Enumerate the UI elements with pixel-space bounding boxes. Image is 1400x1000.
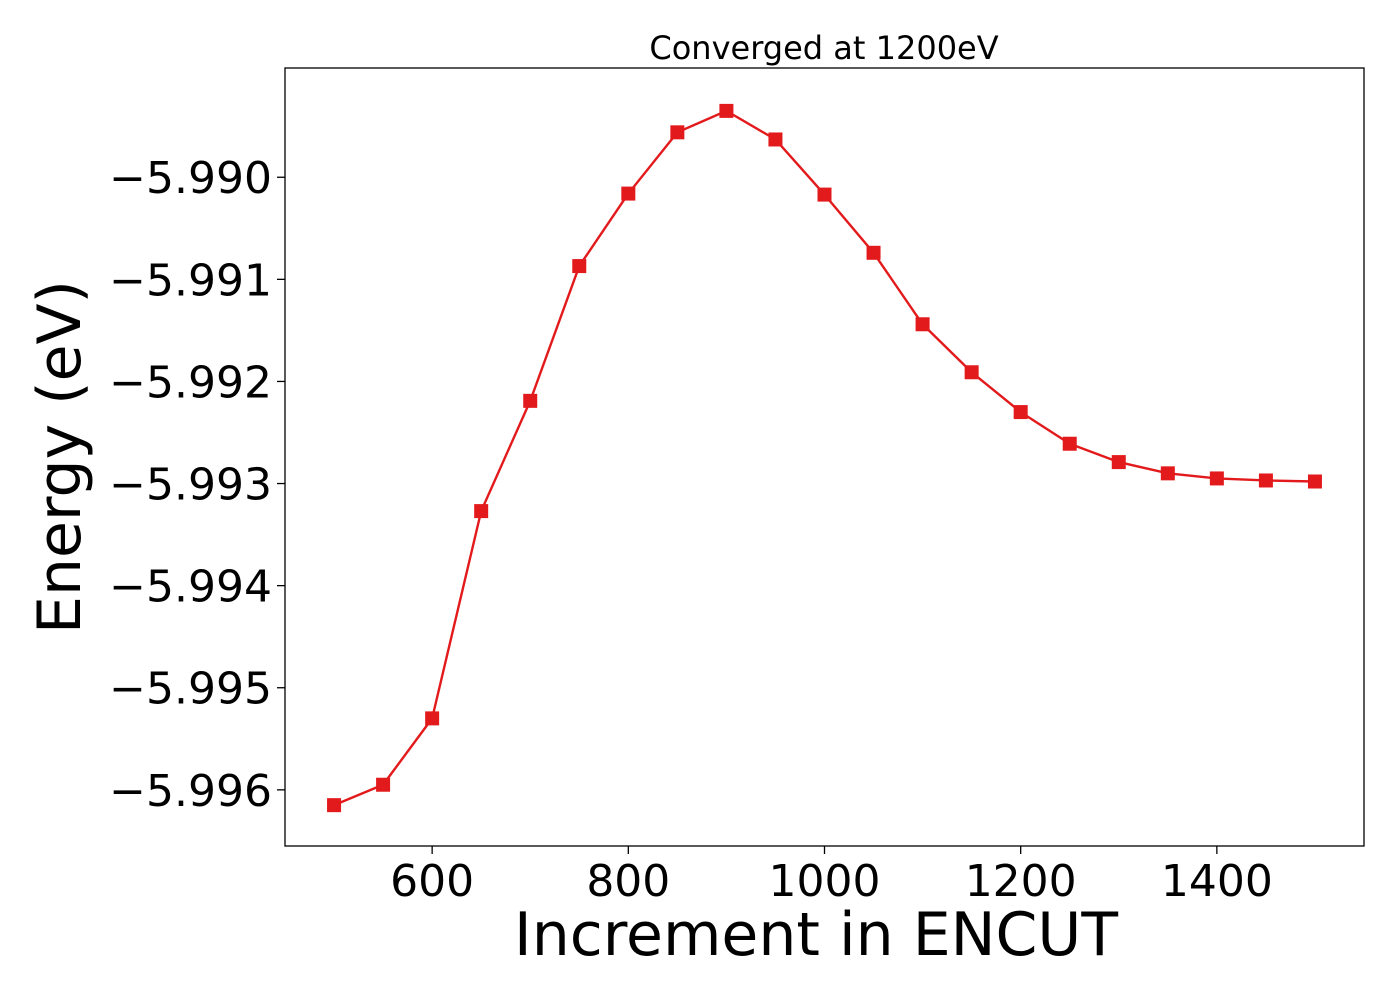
x-axis: 600 800 1000 1200 1400	[390, 846, 1273, 907]
y-tick-label: −5.996	[109, 766, 272, 817]
x-axis-label: Increment in ENCUT	[514, 900, 1118, 970]
data-point	[425, 711, 440, 726]
x-tick-label: 1400	[1161, 856, 1273, 907]
data-point	[327, 798, 342, 813]
data-point	[817, 187, 832, 202]
data-point	[474, 504, 489, 519]
data-point	[964, 365, 979, 380]
data-point	[719, 103, 734, 118]
y-tick-label: −5.992	[109, 357, 272, 408]
x-tick-label: 800	[586, 856, 670, 907]
data-point	[621, 186, 636, 201]
data-point	[866, 245, 881, 260]
series-line	[333, 109, 1315, 807]
y-tick-label: −5.990	[109, 153, 272, 204]
data-point	[376, 777, 391, 792]
data-point	[1258, 473, 1273, 488]
data-point	[1160, 466, 1175, 481]
data-point	[523, 393, 538, 408]
y-tick-label: −5.995	[109, 664, 272, 715]
series-layer	[327, 103, 1322, 813]
data-point	[1209, 471, 1224, 486]
data-point	[1062, 436, 1077, 451]
x-tick-label: 1000	[769, 856, 881, 907]
data-point	[670, 125, 685, 140]
x-tick-label: 1200	[965, 856, 1077, 907]
data-point	[768, 132, 783, 147]
data-point	[1307, 474, 1322, 489]
x-tick-label: 600	[390, 856, 474, 907]
data-point	[1013, 405, 1028, 420]
y-axis-label: Energy (eV)	[25, 280, 95, 634]
chart-title: Converged at 1200eV	[649, 29, 998, 67]
y-tick-label: −5.994	[109, 562, 272, 613]
data-point	[572, 259, 587, 274]
data-point	[915, 317, 930, 332]
y-axis: −5.996 −5.995 −5.994 −5.993 −5.992 −5.991 −5.9…	[109, 153, 285, 817]
plot-frame	[284, 67, 1365, 847]
data-point	[1111, 455, 1126, 470]
y-tick-label: −5.993	[109, 460, 272, 511]
y-tick-label: −5.991	[109, 255, 272, 306]
